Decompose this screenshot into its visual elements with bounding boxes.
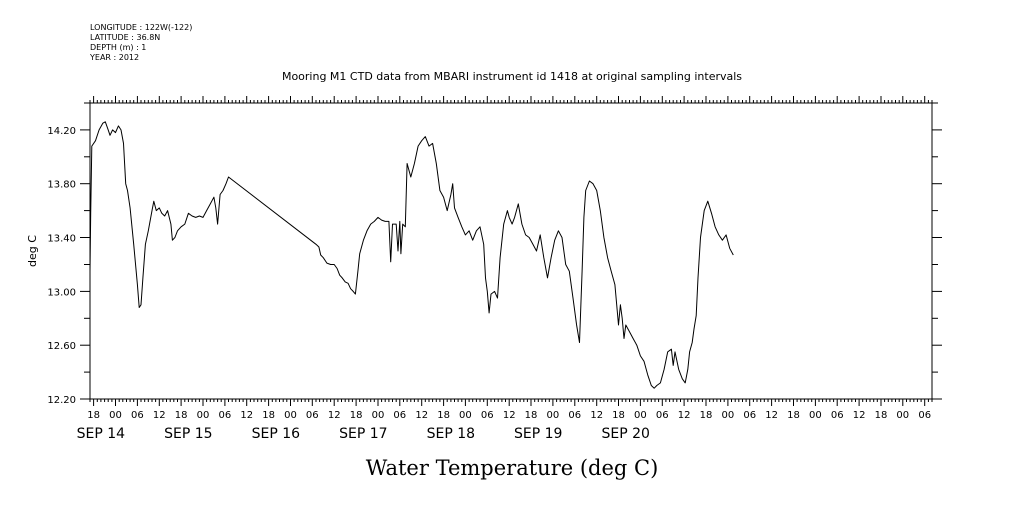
x-tick-label: 00 (634, 410, 647, 421)
x-tick-label: 00 (547, 410, 560, 421)
x-tick-label: 12 (678, 410, 691, 421)
x-tick-label: 06 (831, 410, 844, 421)
y-tick-label: 12.60 (47, 341, 76, 352)
x-tick-label: 06 (481, 410, 494, 421)
x-day-label: SEP 20 (602, 426, 650, 442)
y-tick-label: 13.80 (47, 180, 76, 191)
meta-longitude: LONGITUDE : 122W(-122) (90, 23, 192, 32)
temperature-series-line (89, 121, 734, 389)
x-day-label: SEP 15 (164, 426, 212, 442)
x-tick-label: 00 (459, 410, 472, 421)
y-tick-label: 14.20 (47, 126, 76, 137)
x-day-label: SEP 16 (252, 426, 301, 442)
x-tick-label: 06 (656, 410, 669, 421)
y-axis-label: deg C (26, 235, 39, 267)
x-day-label: SEP 14 (77, 426, 126, 442)
x-tick-label: 06 (219, 410, 232, 421)
x-day-label: SEP 18 (427, 426, 475, 442)
x-tick-label: 12 (240, 410, 253, 421)
x-tick-label: 06 (918, 410, 931, 421)
x-tick-label: 18 (875, 410, 888, 421)
x-tick-label: 06 (131, 410, 144, 421)
x-tick-label: 06 (568, 410, 581, 421)
plot-frame (89, 102, 933, 400)
chart-title: Mooring M1 CTD data from MBARI instrumen… (282, 70, 742, 83)
x-tick-label: 18 (262, 410, 275, 421)
y-tick-label: 13.40 (47, 234, 76, 245)
x-tick-label: 00 (809, 410, 822, 421)
x-tick-label: 18 (175, 410, 188, 421)
x-tick-label: 12 (590, 410, 603, 421)
x-tick-label: 06 (306, 410, 319, 421)
x-tick-label: 12 (415, 410, 428, 421)
axes-group: 18 00 06 12 18 00 06 12 18 00 06 12 18 00 06 12 18 00 06 12… (47, 96, 942, 442)
x-tick-label: 18 (612, 410, 625, 421)
x-tick-label: 18 (787, 410, 800, 421)
x-day-label: SEP 19 (514, 426, 562, 442)
series-group (89, 121, 734, 389)
x-day-label: SEP 17 (339, 426, 387, 442)
x-tick-label: 12 (765, 410, 778, 421)
x-tick-label: 00 (197, 410, 210, 421)
x-tick-label: 18 (87, 410, 100, 421)
x-tick-label: 18 (700, 410, 713, 421)
y-tick-label: 12.20 (47, 395, 76, 406)
x-tick-label: 06 (743, 410, 756, 421)
x-tick-label: 12 (503, 410, 516, 421)
y-tick-label: 13.00 (47, 287, 76, 298)
x-tick-label: 12 (328, 410, 341, 421)
x-tick-label: 18 (437, 410, 450, 421)
x-tick-label: 00 (896, 410, 909, 421)
x-axis-title: Water Temperature (deg C) (366, 456, 659, 480)
meta-depth: DEPTH (m) : 1 (90, 43, 146, 52)
x-tick-label: 00 (284, 410, 297, 421)
meta-latitude: LATITUDE : 36.8N (90, 33, 160, 42)
x-tick-label: 00 (109, 410, 122, 421)
x-tick-label: 12 (153, 410, 166, 421)
meta-year: YEAR : 2012 (89, 53, 139, 62)
x-tick-label: 12 (853, 410, 866, 421)
x-tick-label: 06 (393, 410, 406, 421)
x-tick-label: 00 (372, 410, 385, 421)
x-tick-label: 18 (350, 410, 363, 421)
x-tick-label: 18 (525, 410, 538, 421)
x-tick-label: 00 (722, 410, 735, 421)
